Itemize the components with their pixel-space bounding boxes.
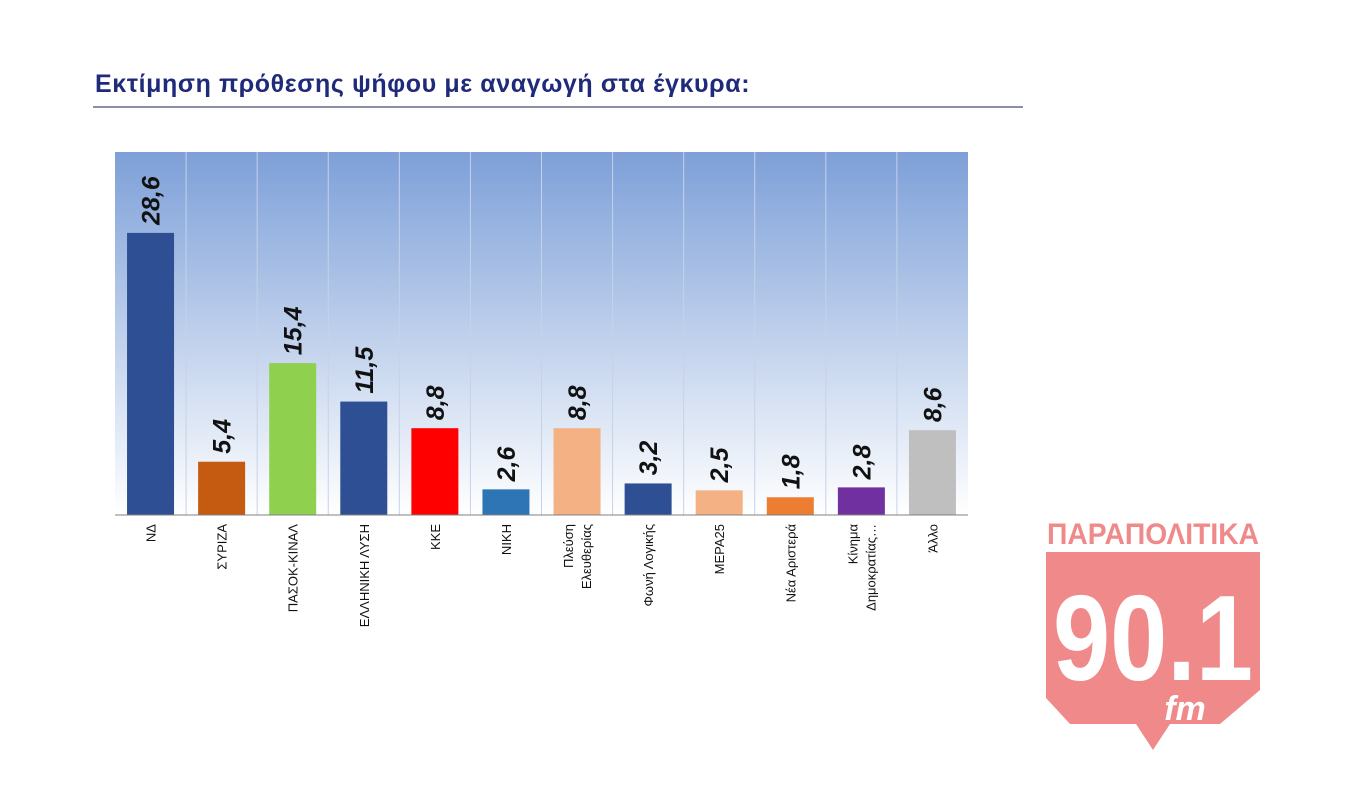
data-label: 11,5	[351, 346, 379, 394]
category-label: Δημοκρατίας…	[863, 524, 878, 611]
logo-frequency-text: 90.1	[1053, 570, 1253, 706]
bar	[411, 428, 459, 515]
bar	[908, 430, 956, 515]
data-label: 8,8	[564, 385, 592, 420]
data-label: 28,6	[138, 175, 166, 226]
category-label: Ελευθερίας	[579, 524, 594, 589]
data-label: 2,6	[493, 446, 521, 483]
data-label: 1,8	[777, 454, 805, 489]
bar	[695, 490, 743, 515]
category-label: ΣΥΡΙΖΑ	[215, 524, 230, 570]
category-label: ΝΔ	[144, 524, 159, 542]
category-label: Κίνημα	[845, 524, 860, 565]
category-label: Φωνή Λογικής	[641, 524, 656, 606]
data-label: 5,4	[209, 419, 237, 454]
category-label: Νέα Αριστερά	[783, 524, 798, 603]
bar	[482, 489, 530, 515]
category-label: Πλεύση	[561, 524, 576, 568]
page-title: Εκτίμηση πρόθεσης ψήφου με αναγωγή στα έ…	[95, 70, 751, 98]
bar	[553, 428, 601, 515]
data-label: 2,5	[706, 446, 734, 483]
data-label: 15,4	[280, 306, 308, 355]
logo-top-text: ΠΑΡΑΠΟΛΙΤΙΚΑ	[1047, 518, 1259, 551]
category-label: ΜΕΡΑ25	[712, 524, 727, 574]
data-label: 8,8	[422, 385, 450, 420]
data-label: 3,2	[635, 441, 663, 476]
category-label: ΝΙΚΗ	[499, 524, 514, 555]
category-label: Άλλο	[925, 524, 940, 553]
bar	[269, 363, 317, 515]
data-label: 8,6	[919, 386, 947, 422]
bar	[766, 497, 814, 515]
category-label: ΕΛΛΗΝΙΚΗ ΛΥΣΗ	[357, 524, 372, 627]
category-label: ΚΚΕ	[428, 524, 443, 550]
title-divider	[93, 106, 1023, 108]
logo-fm-text: fm	[1164, 690, 1206, 728]
bar	[624, 483, 672, 515]
bar	[340, 401, 388, 515]
data-label: 2,8	[848, 445, 876, 481]
radio-logo: ΠΑΡΑΠΟΛΙΤΙΚΑ 90.1 fm	[1046, 518, 1260, 750]
bar	[127, 232, 175, 515]
logo-badge-shape	[1046, 552, 1260, 750]
category-label: ΠΑΣΟΚ-ΚΙΝΑΛ	[286, 524, 301, 613]
bar	[198, 461, 246, 515]
bar	[837, 487, 885, 515]
